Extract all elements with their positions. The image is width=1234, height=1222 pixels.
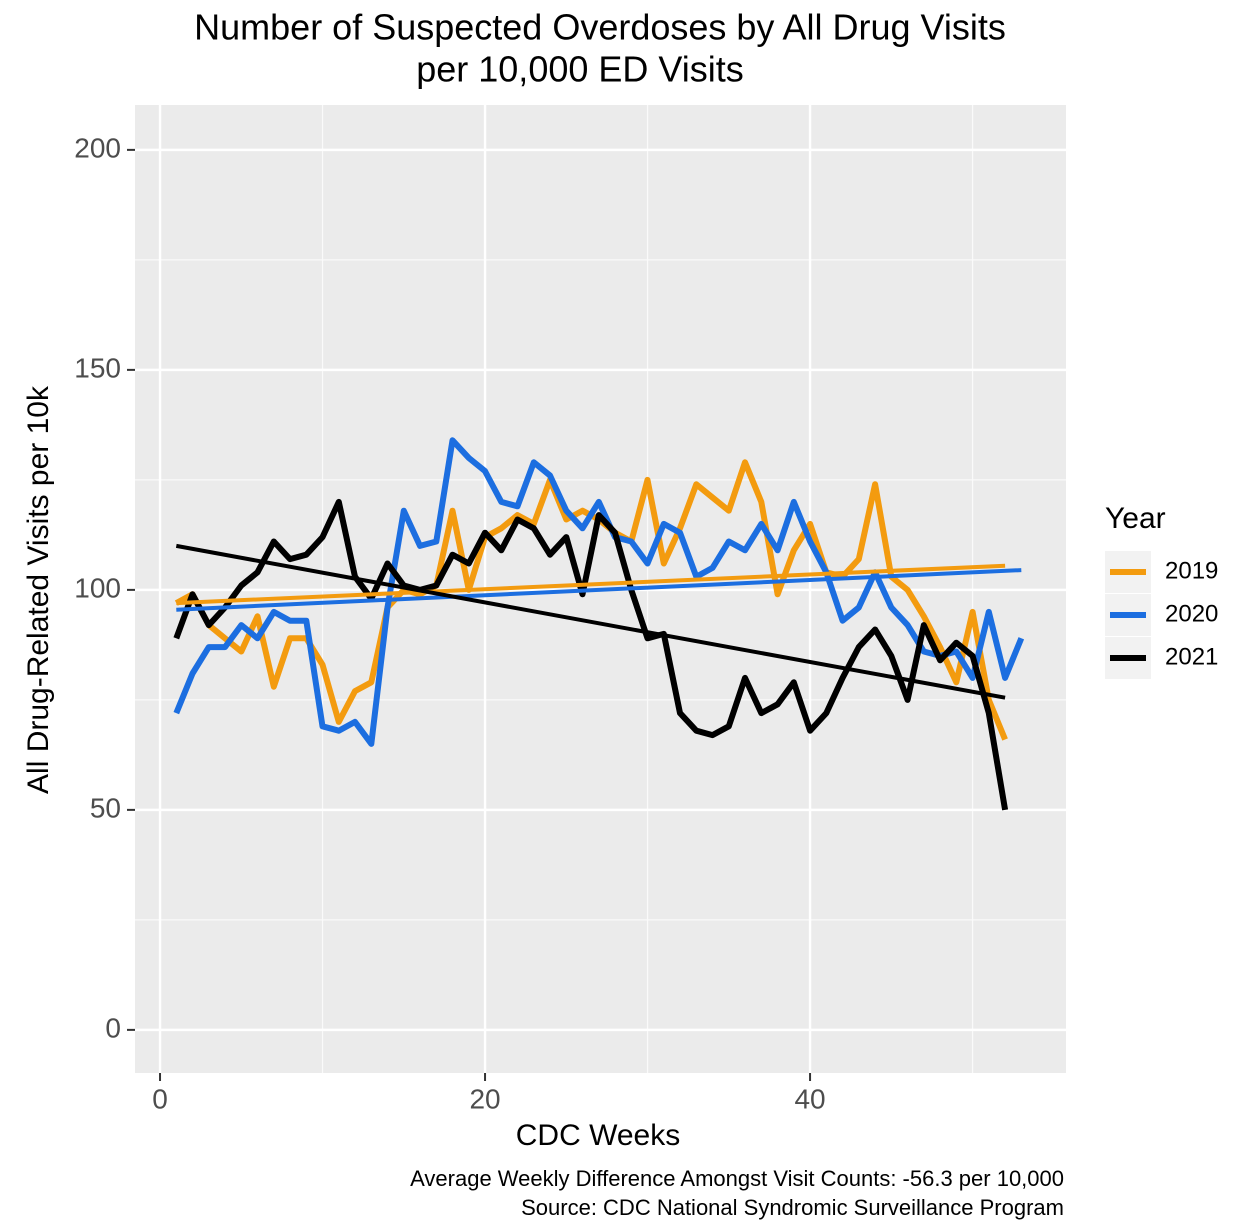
chart-title: per 10,000 ED Visits	[416, 49, 744, 90]
x-tick-label: 20	[469, 1083, 500, 1114]
y-tick-label: 100	[74, 572, 121, 603]
y-tick-label: 0	[105, 1012, 121, 1043]
data-line	[173, 498, 1009, 811]
caption: Source: CDC National Syndromic Surveilla…	[521, 1195, 1064, 1220]
y-tick-label: 50	[90, 792, 121, 823]
x-tick-label: 40	[794, 1083, 825, 1114]
x-tick-label: 0	[152, 1083, 168, 1114]
caption: Average Weekly Difference Amongst Visit …	[410, 1166, 1064, 1191]
legend-label: 2020	[1165, 600, 1218, 627]
trend-line	[176, 563, 1006, 606]
y-axis-label: All Drug-Related Visits per 10k	[22, 385, 55, 794]
legend-label: 2019	[1165, 557, 1218, 584]
chart-title: Number of Suspected Overdoses by All Dru…	[194, 7, 1006, 48]
marks	[173, 437, 1025, 811]
legend-title: Year	[1105, 502, 1166, 535]
legend-label: 2021	[1165, 643, 1218, 670]
trend-line	[176, 568, 1022, 612]
data-line	[173, 437, 1025, 747]
y-tick-label: 150	[74, 352, 121, 383]
trend-line	[175, 543, 1006, 700]
x-axis-label: CDC Weeks	[516, 1119, 680, 1152]
y-tick-label: 200	[74, 132, 121, 163]
